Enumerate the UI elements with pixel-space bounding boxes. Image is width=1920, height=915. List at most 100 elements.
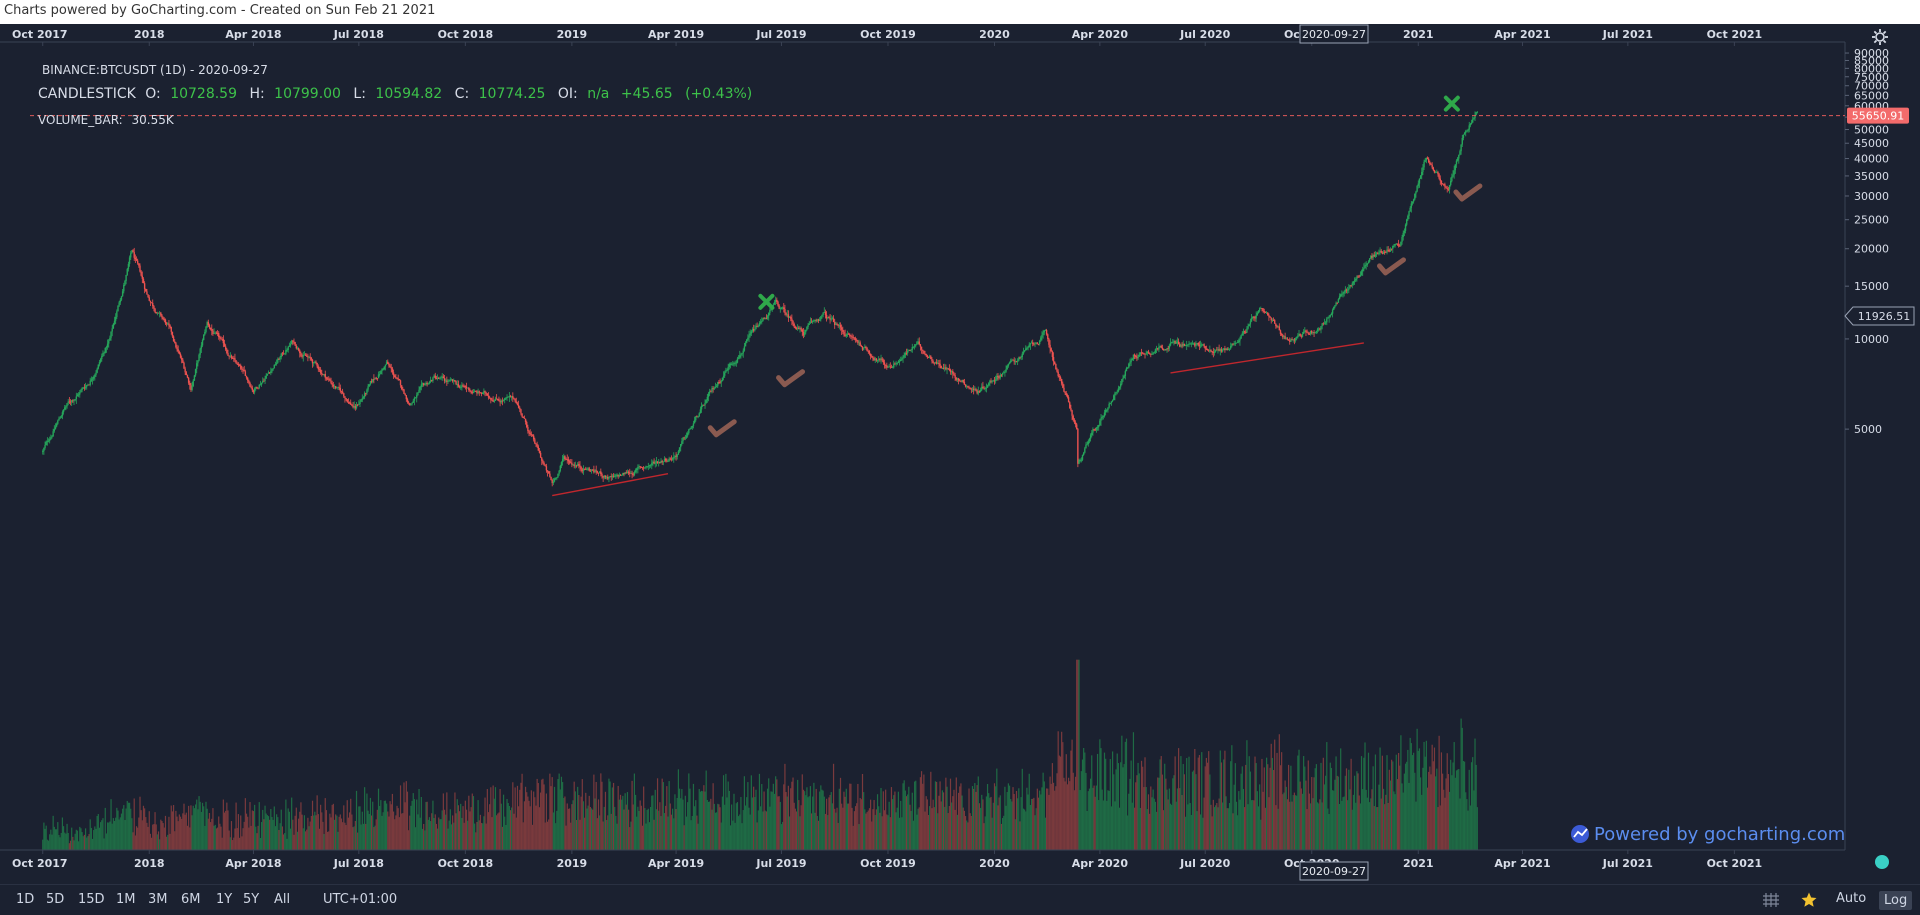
- volume-bar: [256, 833, 257, 850]
- volume-bar: [999, 797, 1000, 850]
- volume-bar: [1132, 803, 1133, 850]
- volume-bar: [1286, 787, 1287, 850]
- volume-bar: [1474, 739, 1475, 850]
- volume-bar: [650, 807, 651, 850]
- volume-bar: [685, 796, 686, 850]
- timeframe-15d[interactable]: 15D: [78, 892, 105, 907]
- auto-scale-button[interactable]: Auto: [1836, 891, 1866, 906]
- volume-bar: [1308, 760, 1309, 850]
- volume-bar: [1348, 770, 1349, 850]
- volume-bar: [340, 814, 341, 850]
- volume-bar: [583, 801, 584, 850]
- timeframe-1d[interactable]: 1D: [16, 892, 34, 907]
- volume-bar: [1412, 755, 1413, 850]
- volume-bar: [941, 801, 942, 850]
- volume-bar: [1237, 815, 1238, 850]
- volume-bar: [1467, 811, 1468, 850]
- volume-bar: [556, 811, 557, 850]
- volume-bar: [348, 818, 349, 850]
- volume-bar: [578, 795, 579, 850]
- volume-bar: [128, 803, 129, 850]
- volume-bar: [1162, 775, 1163, 850]
- volume-bar: [695, 800, 696, 850]
- timeframe-1y[interactable]: 1Y: [216, 892, 232, 907]
- volume-bar: [1205, 766, 1206, 850]
- volume-bar: [55, 829, 56, 850]
- volume-bar: [853, 826, 854, 850]
- volume-bar: [1459, 799, 1460, 850]
- volume-bar: [1100, 748, 1101, 850]
- volume-bar: [319, 829, 320, 850]
- volume-bar: [939, 781, 940, 850]
- volume-bar: [498, 812, 499, 850]
- volume-bar: [792, 778, 793, 850]
- timeframe-6m[interactable]: 6M: [181, 892, 201, 907]
- volume-bar: [445, 815, 446, 850]
- volume-bar: [738, 816, 739, 850]
- volume-bar: [841, 804, 842, 850]
- volume-bar: [143, 806, 144, 850]
- volume-bar: [210, 822, 211, 850]
- volume-bar: [613, 783, 614, 850]
- volume-bar: [629, 827, 630, 850]
- top-axis-tick-label: Apr 2019: [648, 28, 704, 41]
- volume-bar: [775, 776, 776, 850]
- price-axis-label: 10000: [1854, 333, 1889, 346]
- volume-bar: [503, 795, 504, 850]
- volume-bar: [73, 840, 74, 850]
- volume-bar: [933, 800, 934, 850]
- volume-bar: [474, 824, 475, 850]
- timezone-label[interactable]: UTC+01:00: [323, 892, 397, 907]
- status-dot[interactable]: [1875, 855, 1889, 869]
- volume-bar: [1335, 756, 1336, 850]
- timeframe-5y[interactable]: 5Y: [243, 892, 259, 907]
- bottom-axis-tick-label: Apr 2019: [648, 857, 704, 870]
- volume-bar: [495, 787, 496, 850]
- volume-bar: [1258, 806, 1259, 850]
- bottom-axis-tick-label: 2020: [979, 857, 1010, 870]
- volume-bar: [745, 806, 746, 850]
- volume-bar: [867, 812, 868, 850]
- log-scale-button[interactable]: Log: [1879, 891, 1912, 910]
- volume-bar: [1092, 788, 1093, 850]
- volume-bar: [849, 784, 850, 850]
- timeframe-all[interactable]: All: [274, 892, 290, 907]
- star-icon[interactable]: [1800, 891, 1818, 909]
- volume-bar: [1471, 762, 1472, 850]
- volume-bar: [1087, 811, 1088, 850]
- volume-bar: [1056, 773, 1057, 850]
- volume-bar: [212, 808, 213, 850]
- volume-bar: [593, 775, 594, 850]
- timeframe-1m[interactable]: 1M: [116, 892, 136, 907]
- volume-bar: [1007, 792, 1008, 850]
- volume-bar: [259, 802, 260, 850]
- timeframe-3m[interactable]: 3M: [148, 892, 168, 907]
- volume-bar: [548, 819, 549, 850]
- grid-icon[interactable]: [1762, 892, 1780, 908]
- volume-bar: [457, 799, 458, 850]
- volume-bar: [1146, 787, 1147, 850]
- volume-bar: [413, 793, 414, 850]
- timeframe-5d[interactable]: 5D: [46, 892, 64, 907]
- volume-bar: [431, 813, 432, 850]
- volume-bar: [1442, 774, 1443, 850]
- volume-bar: [1461, 719, 1462, 850]
- volume-bar: [107, 822, 108, 850]
- volume-bar: [823, 791, 824, 850]
- volume-bar: [926, 796, 927, 850]
- volume-bar: [200, 802, 201, 850]
- volume-bar: [1059, 756, 1060, 850]
- volume-bar: [505, 825, 506, 850]
- volume-bar: [421, 797, 422, 850]
- volume-bar: [249, 802, 250, 850]
- volume-bar: [1327, 809, 1328, 850]
- volume-bar: [266, 814, 267, 850]
- volume-bar: [1222, 802, 1223, 850]
- volume-bar: [674, 794, 675, 850]
- volume-bar: [746, 797, 747, 850]
- top-axis-tick-label: Jul 2020: [1179, 28, 1230, 41]
- volume-bar: [1029, 774, 1030, 850]
- volume-bar: [1291, 802, 1292, 850]
- volume-bar: [1010, 799, 1011, 850]
